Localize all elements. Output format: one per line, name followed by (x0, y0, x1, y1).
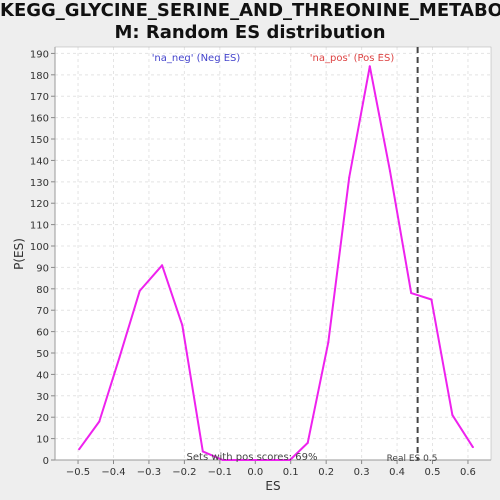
data-point (471, 446, 474, 449)
x-tick-label: 0.0 (247, 467, 263, 478)
data-point (430, 298, 433, 301)
y-tick-label: 110 (30, 221, 49, 232)
x-tick-label: 0.1 (283, 467, 299, 478)
y-tick-label: 20 (36, 413, 49, 424)
y-tick-label: 150 (30, 135, 49, 146)
pos-es-label: 'na_pos' (Pos ES) (310, 53, 395, 64)
data-point (221, 459, 224, 461)
data-point (118, 356, 121, 359)
y-tick-label: 180 (30, 71, 49, 82)
x-tick-label: 0.2 (318, 467, 334, 478)
y-tick-label: 50 (36, 349, 49, 360)
y-tick-label: 160 (30, 114, 49, 125)
chart-title-line-1: KEGG_GLYCINE_SERINE_AND_THREONINE_METABO… (0, 0, 500, 21)
data-point (451, 414, 454, 417)
data-point (388, 170, 391, 173)
neg-es-label: 'na_neg' (Neg ES) (152, 53, 241, 64)
real-es-annotation: Real ES 0.5 (387, 454, 438, 464)
series-line (78, 65, 474, 461)
data-point (181, 324, 184, 327)
x-tick-label: −0.2 (172, 467, 196, 478)
data-point (138, 289, 141, 292)
y-tick-label: 130 (30, 178, 49, 189)
data-point (348, 176, 351, 179)
x-tick-label: 0.4 (389, 467, 405, 478)
data-point (161, 264, 164, 267)
y-tick-label: 170 (30, 92, 49, 103)
y-tick-label: 30 (36, 392, 49, 403)
pos-scores-annotation: Sets with pos scores: 69% (187, 452, 318, 463)
y-tick-label: 40 (36, 370, 49, 381)
chart-title-line-2: M: Random ES distribution (114, 22, 386, 43)
data-point (78, 448, 81, 451)
x-tick-label: −0.4 (101, 467, 125, 478)
data-point (201, 450, 204, 453)
y-tick-label: 10 (36, 435, 49, 446)
y-tick-label: 100 (30, 242, 49, 253)
y-tick-label: 70 (36, 306, 49, 317)
data-point (327, 341, 330, 344)
y-axis-label: P(ES) (12, 238, 26, 270)
y-tick-label: 80 (36, 285, 49, 296)
tick-layer: 0 10 20 30 40 50 60 70 80 90 100 110 120 130 140 150 160… (30, 49, 476, 478)
x-tick-label: −0.3 (137, 467, 161, 478)
y-tick-label: 190 (30, 49, 49, 60)
y-tick-label: 60 (36, 328, 49, 339)
x-tick-label: 0.3 (354, 467, 370, 478)
y-tick-label: 90 (36, 263, 49, 274)
y-tick-label: 0 (43, 456, 49, 467)
data-point (289, 459, 292, 461)
grid-layer (55, 47, 491, 461)
series-layer (78, 65, 474, 461)
plot-background (55, 47, 491, 460)
chart-title: KEGG_GLYCINE_SERINE_AND_THREONINE_METABO… (0, 0, 500, 46)
x-tick-label: 0.6 (460, 467, 476, 478)
data-point (306, 441, 309, 444)
x-tick-label: −0.5 (66, 467, 90, 478)
data-point (410, 292, 413, 295)
x-tick-label: 0.5 (425, 467, 441, 478)
x-tick-label: −0.1 (208, 467, 232, 478)
y-tick-label: 140 (30, 156, 49, 167)
y-tick-label: 120 (30, 199, 49, 210)
x-axis-label: ES (265, 479, 280, 493)
data-point (98, 420, 101, 423)
data-point (368, 65, 371, 68)
